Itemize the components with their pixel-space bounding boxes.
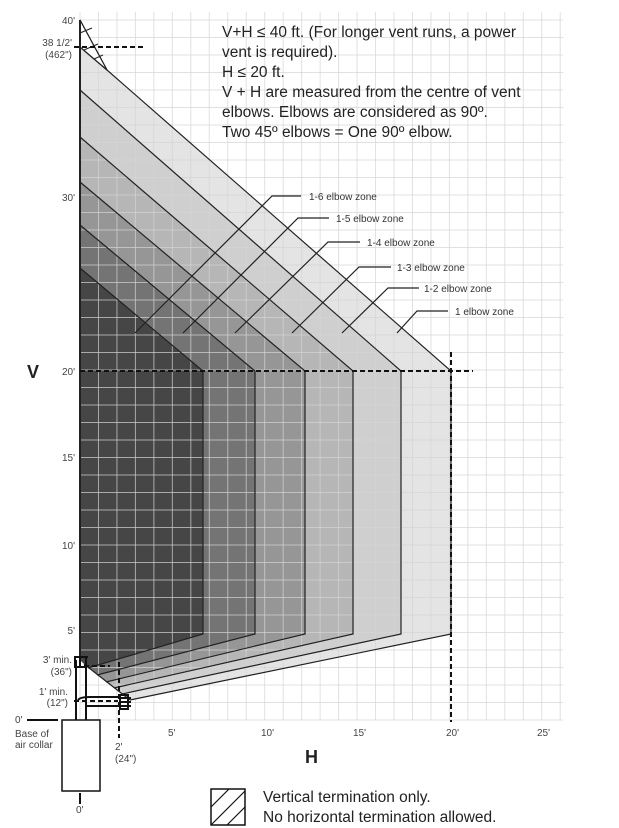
svg-text:Two 45º elbows = One 90º elbow: Two 45º elbows = One 90º elbow.: [222, 124, 453, 141]
svg-text:20': 20': [62, 367, 75, 378]
origin-v-label: 0': [15, 715, 23, 726]
zone-outline-5: [79, 224, 256, 676]
zone-label-1-3: 1-3 elbow zone: [397, 263, 465, 274]
svg-text:1' min.: 1' min.: [39, 687, 68, 698]
svg-text:2': 2': [115, 742, 123, 753]
svg-text:elbows. Elbows are considered: elbows. Elbows are considered as 90º.: [222, 104, 488, 121]
zone-label-1-5: 1-5 elbow zone: [336, 214, 404, 225]
svg-text:(36"): (36"): [51, 667, 72, 678]
svg-text:5': 5': [68, 626, 76, 637]
origin-h-label: 0': [76, 805, 84, 816]
zone-label-1: 1 elbow zone: [455, 307, 514, 318]
svg-text:V + H are measured from the ce: V + H are measured from the centre of ve…: [222, 84, 521, 101]
svg-text:38 1/2': 38 1/2': [42, 38, 72, 49]
svg-text:vent is required).: vent is required).: [222, 44, 337, 61]
svg-text:5': 5': [168, 728, 176, 739]
h-axis-labels: 5' 10' 15' 20' 25' 2' (24"): [115, 728, 550, 765]
svg-text:H ≤ 20 ft.: H ≤ 20 ft.: [222, 64, 285, 81]
base-label: Base of: [15, 729, 49, 740]
zone-outline-2: [79, 89, 402, 695]
water-heater: [61, 719, 101, 792]
zone-label-1-6: 1-6 elbow zone: [309, 192, 377, 203]
svg-text:(12"): (12"): [47, 698, 68, 709]
legend-line-1: Vertical termination only.: [263, 789, 431, 806]
zone-outline-3: [79, 136, 354, 689]
v-axis-labels: 40' 38 1/2' (462") 30' 20' 15' 10' 5' 3'…: [39, 16, 75, 709]
notes: V+H ≤ 40 ft. (For longer vent runs, a po…: [222, 24, 521, 141]
svg-text:15': 15': [62, 453, 75, 464]
svg-text:V+H ≤ 40 ft. (For longer vent: V+H ≤ 40 ft. (For longer vent runs, a po…: [222, 24, 516, 41]
legend-line-2: No horizontal termination allowed.: [263, 809, 496, 826]
svg-text:25': 25': [537, 728, 550, 739]
base-label-2: air collar: [15, 740, 53, 751]
zone-label-1-4: 1-4 elbow zone: [367, 238, 435, 249]
reference-dashes: [74, 46, 473, 738]
svg-text:30': 30': [62, 193, 75, 204]
zone-outline-6: [79, 267, 204, 669]
svg-text:15': 15': [353, 728, 366, 739]
svg-text:20': 20': [446, 728, 459, 739]
vent-pipe: [74, 656, 131, 720]
svg-text:(24"): (24"): [115, 754, 136, 765]
zone-label-1-2: 1-2 elbow zone: [424, 284, 492, 295]
grid: [79, 12, 563, 721]
svg-text:40': 40': [62, 16, 75, 27]
zone-outline-4: [79, 181, 306, 683]
zone-leaders: [134, 195, 448, 334]
svg-text:10': 10': [62, 541, 75, 552]
svg-text:(462"): (462"): [45, 50, 72, 61]
legend: Vertical termination only. No horizontal…: [210, 788, 496, 826]
svg-text:3' min.: 3' min.: [43, 655, 72, 666]
svg-text:10': 10': [261, 728, 274, 739]
h-axis-title: H: [305, 747, 318, 767]
v-axis-title: V: [27, 362, 39, 382]
